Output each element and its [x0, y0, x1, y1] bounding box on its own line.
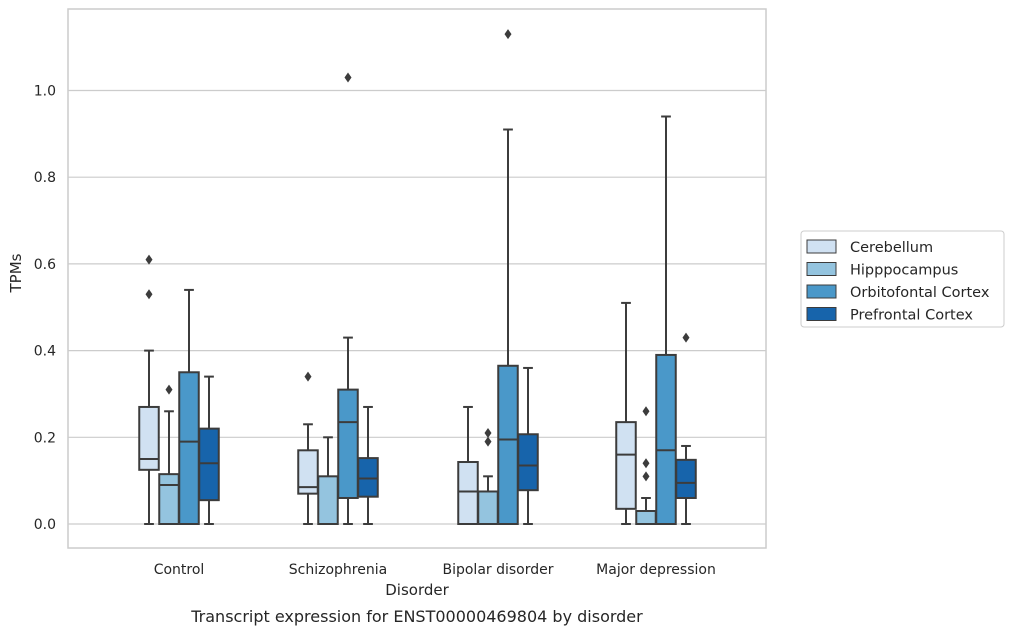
outlier-point [682, 332, 690, 343]
outlier-point [484, 436, 492, 447]
outlier-point [304, 371, 312, 382]
chart-caption: Transcript expression for ENST0000046980… [190, 607, 643, 626]
plot-frame [67, 8, 767, 549]
x-tick-label: Major depression [596, 562, 716, 578]
box-control-2 [158, 473, 180, 525]
x-axis-label: Disorder [385, 581, 449, 599]
box-schizophrenia-1 [297, 449, 319, 495]
outlier-point [484, 427, 492, 438]
box-major-depression-2 [635, 509, 657, 525]
legend-swatch [806, 284, 837, 299]
box-major-depression-4 [675, 458, 697, 499]
legend-label: Orbitofontal Cortex [850, 285, 990, 301]
y-tick-label: 0.2 [34, 430, 56, 446]
legend-label: Prefrontal Cortex [850, 308, 973, 324]
box-bipolar-disorder-3 [497, 364, 519, 525]
y-tick-label: 0.4 [34, 344, 56, 360]
outlier-point [642, 471, 650, 482]
box-control-1 [138, 405, 160, 471]
box-bipolar-disorder-1 [457, 461, 479, 525]
outlier-point [344, 72, 352, 83]
box-bipolar-disorder-2 [477, 490, 499, 525]
box-control-3 [178, 371, 200, 525]
legend-label: Hipppocampus [850, 263, 958, 279]
y-tick-label: 0.8 [34, 170, 56, 186]
outlier-point [642, 458, 650, 469]
box-schizophrenia-3 [337, 388, 359, 499]
y-tick-label: 0.6 [34, 257, 56, 273]
box-schizophrenia-2 [317, 475, 339, 526]
outlier-point [642, 406, 650, 417]
outlier-point [145, 289, 153, 300]
box-control-4 [198, 427, 220, 502]
legend-box [800, 230, 1005, 328]
legend-swatch [806, 307, 837, 321]
x-tick-label: Bipolar disorder [442, 562, 553, 578]
box-major-depression-3 [655, 353, 677, 525]
outlier-point [165, 384, 173, 395]
legend-swatch [806, 239, 837, 254]
outlier-point [504, 29, 512, 40]
box-schizophrenia-4 [357, 457, 379, 498]
y-tick-label: 1.0 [34, 84, 56, 100]
x-tick-label: Schizophrenia [289, 562, 387, 578]
x-tick-label: Control [154, 562, 205, 578]
y-axis-label: TPMs [7, 253, 25, 293]
y-tick-label: 0.0 [34, 517, 56, 533]
legend-swatch [806, 262, 837, 276]
outlier-point [145, 254, 153, 265]
box-bipolar-disorder-4 [517, 433, 539, 492]
legend-label: Cerebellum [850, 240, 933, 256]
box-major-depression-1 [615, 421, 637, 510]
